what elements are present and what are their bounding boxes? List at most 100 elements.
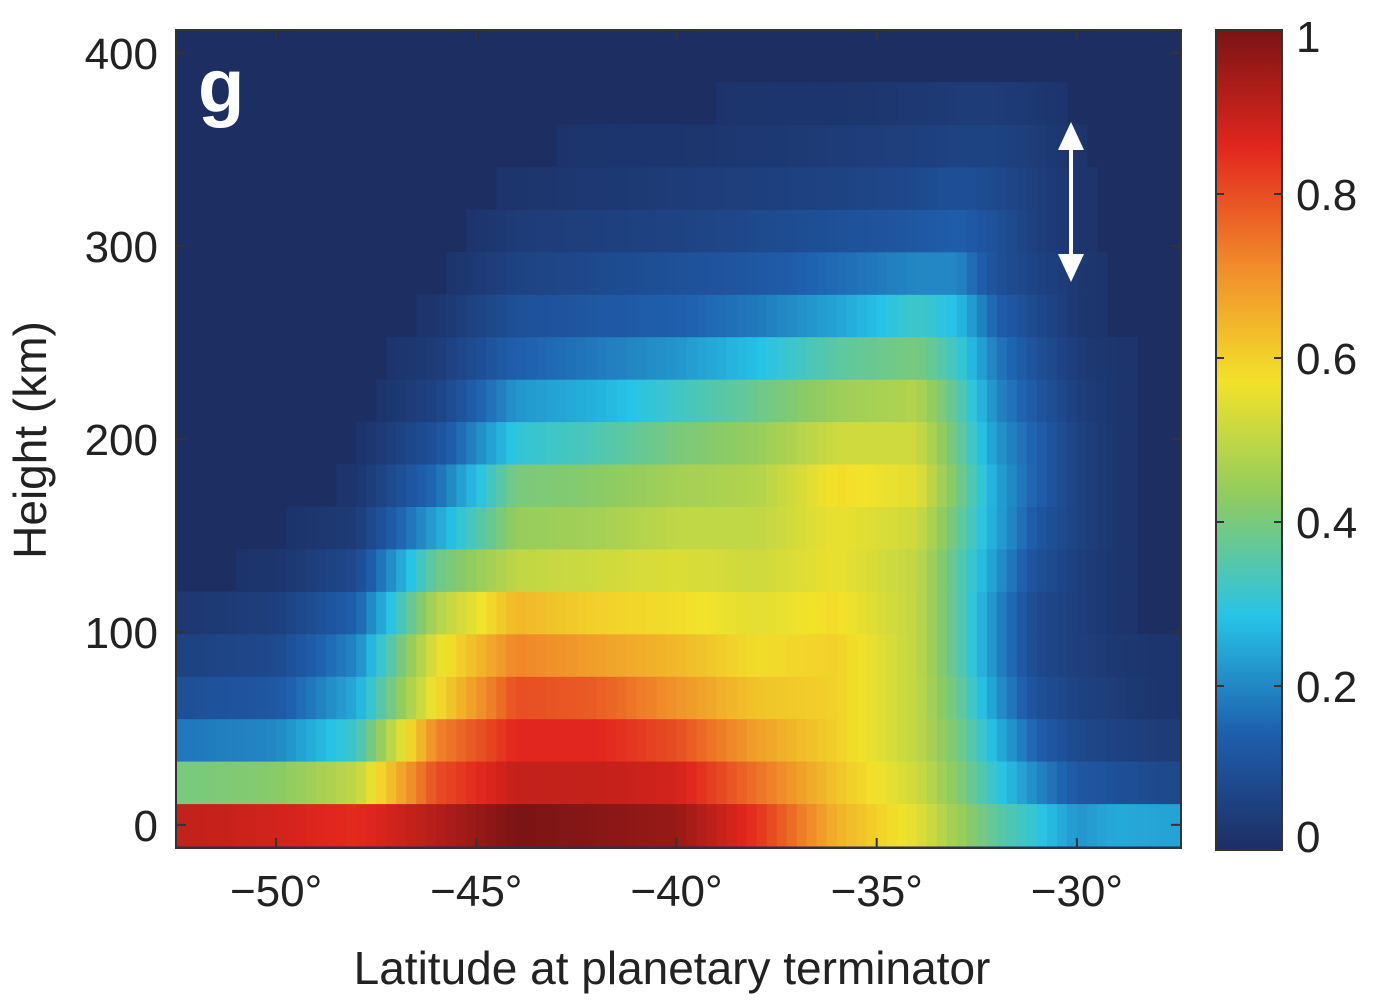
heatmap-cell	[776, 591, 788, 635]
heatmap-cell	[936, 82, 948, 125]
heatmap-cell	[336, 761, 347, 805]
heatmap-cell	[416, 464, 427, 507]
heatmap-cell	[1137, 718, 1148, 762]
heatmap-cell	[666, 464, 678, 507]
heatmap-cell	[436, 336, 447, 380]
heatmap-cell	[806, 464, 818, 507]
heatmap-cell	[796, 464, 808, 507]
heatmap-cell	[436, 803, 447, 847]
heatmap-cell	[546, 251, 557, 295]
heatmap-cell	[876, 506, 888, 550]
heatmap-cell	[736, 167, 748, 210]
heatmap-cell	[416, 294, 427, 338]
heatmap-cell	[866, 124, 878, 168]
heatmap-cell	[986, 803, 998, 847]
heatmap-cell	[916, 124, 928, 168]
heatmap-cell	[696, 379, 708, 423]
heatmap-cell	[1066, 464, 1078, 507]
heatmap-cell	[886, 633, 898, 677]
heatmap-cell	[646, 549, 658, 592]
heatmap-cell	[826, 549, 838, 592]
heatmap-cell	[1046, 251, 1058, 295]
heatmap-cell	[1066, 379, 1078, 423]
heatmap-cell	[806, 761, 818, 805]
heatmap-cell	[426, 421, 437, 465]
heatmap-cell	[416, 506, 427, 550]
heatmap-cell	[666, 549, 678, 592]
heatmap-cell	[1026, 82, 1038, 125]
heatmap-cell	[556, 251, 567, 295]
heatmap-cell	[466, 336, 477, 380]
heatmap-cell	[606, 209, 617, 253]
heatmap-cell	[766, 803, 778, 847]
heatmap-cell	[416, 421, 427, 465]
heatmap-cell	[866, 464, 878, 507]
heatmap-cell	[846, 549, 858, 592]
heatmap-cell	[1046, 421, 1058, 465]
heatmap-cell	[186, 676, 197, 720]
heatmap-cell	[766, 761, 778, 805]
heatmap-cell	[1126, 464, 1138, 507]
heatmap-cell	[636, 633, 648, 677]
heatmap-cell	[1167, 676, 1178, 720]
heatmap-cell	[786, 336, 798, 380]
heatmap-cell	[856, 761, 868, 805]
heatmap-cell	[906, 591, 918, 635]
heatmap-cell	[626, 336, 637, 380]
heatmap-cell	[716, 82, 728, 125]
heatmap-cell	[566, 294, 577, 338]
heatmap-cell	[576, 167, 587, 210]
heatmap-cell	[876, 803, 888, 847]
heatmap-cell	[996, 379, 1008, 423]
heatmap-cell	[886, 591, 898, 635]
heatmap-cell	[736, 209, 748, 253]
heatmap-cell	[1106, 336, 1118, 380]
heatmap-cell	[326, 549, 337, 592]
heatmap-cell	[906, 803, 918, 847]
heatmap-cell	[656, 761, 668, 805]
heatmap-cell	[696, 506, 708, 550]
heatmap-cell	[226, 718, 237, 762]
heatmap-cell	[1076, 336, 1088, 380]
heatmap-cell	[426, 633, 437, 677]
heatmap-cell	[456, 718, 467, 762]
heatmap-cell	[676, 336, 688, 380]
heatmap-cell	[926, 549, 938, 592]
heatmap-cell	[426, 591, 437, 635]
heatmap-cell	[426, 549, 437, 592]
heatmap-cell	[806, 803, 818, 847]
heatmap-cell	[726, 803, 738, 847]
heatmap-cell	[1006, 82, 1018, 125]
heatmap-cell	[966, 761, 978, 805]
heatmap-cell	[956, 209, 968, 253]
heatmap-cell	[376, 803, 387, 847]
heatmap-cell	[686, 124, 698, 168]
heatmap-cell	[996, 718, 1008, 762]
heatmap-cell	[916, 209, 928, 253]
heatmap-cell	[1026, 336, 1038, 380]
heatmap-cell	[946, 761, 958, 805]
heatmap-cell	[636, 251, 648, 295]
heatmap-cell	[306, 676, 317, 720]
heatmap-cell	[956, 167, 968, 210]
heatmap-cell	[476, 718, 487, 762]
heatmap-cell	[886, 676, 898, 720]
heatmap-cell	[1046, 167, 1058, 210]
heatmap-cell	[916, 803, 928, 847]
heatmap-cell	[316, 549, 327, 592]
heatmap-cell	[1096, 591, 1108, 635]
heatmap-cell	[816, 549, 828, 592]
heatmap-cell	[1076, 803, 1088, 847]
heatmap-cell	[716, 379, 728, 423]
heatmap-cell	[256, 676, 267, 720]
heatmap-cell	[1106, 633, 1118, 677]
heatmap-cell	[896, 506, 908, 550]
heatmap-cell	[906, 549, 918, 592]
heatmap-cell	[246, 549, 257, 592]
heatmap-cell	[346, 549, 357, 592]
x-tick-label: −40°	[630, 867, 722, 916]
heatmap-cell	[226, 633, 237, 677]
heatmap-cell	[616, 633, 627, 677]
heatmap-cell	[1126, 336, 1138, 380]
heatmap-cell	[726, 676, 738, 720]
